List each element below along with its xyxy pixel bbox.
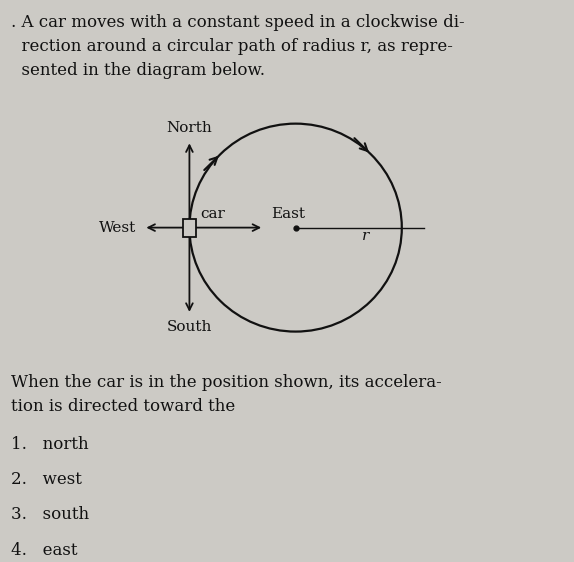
Bar <box>183 219 196 237</box>
Text: East: East <box>271 207 305 221</box>
Text: West: West <box>99 221 137 234</box>
Text: 4.   east: 4. east <box>11 542 78 559</box>
Text: car: car <box>200 207 225 221</box>
Text: 3.   south: 3. south <box>11 506 90 523</box>
Text: When the car is in the position shown, its accelera-
tion is directed toward the: When the car is in the position shown, i… <box>11 374 442 415</box>
Text: 1.   north: 1. north <box>11 436 89 452</box>
Text: North: North <box>166 121 212 135</box>
Text: r: r <box>362 229 369 243</box>
Text: 2.   west: 2. west <box>11 471 82 488</box>
Text: South: South <box>166 320 212 334</box>
Text: . A car moves with a constant speed in a clockwise di-
  rection around a circul: . A car moves with a constant speed in a… <box>11 14 465 79</box>
